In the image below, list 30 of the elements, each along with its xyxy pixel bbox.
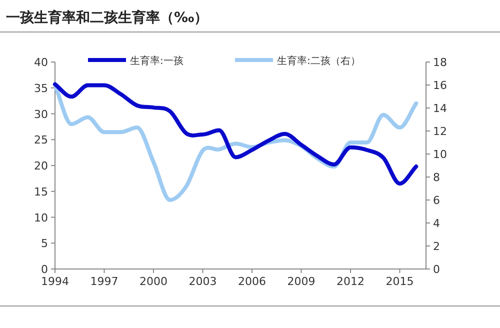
- x-tick-label: 2006: [238, 275, 266, 288]
- y2-tick-label: 10: [433, 148, 447, 161]
- y2-tick-label: 18: [433, 56, 447, 69]
- y-tick-label: 40: [34, 56, 48, 69]
- y-tick-label: 30: [34, 108, 48, 121]
- y-tick-label: 35: [34, 82, 48, 95]
- y2-tick-label: 14: [433, 102, 447, 115]
- x-tick-label: 2009: [287, 275, 316, 288]
- x-tick-label: 2000: [139, 275, 168, 288]
- y-tick-label: 10: [34, 211, 48, 224]
- y-tick-label: 15: [34, 185, 48, 198]
- x-tick-label: 1994: [41, 275, 69, 288]
- x-tick-label: 2012: [336, 275, 364, 288]
- x-tick-label: 2015: [386, 275, 414, 288]
- y-tick-label: 5: [41, 237, 48, 250]
- legend-label: 生育率:一孩: [130, 55, 184, 67]
- y2-tick-label: 2: [433, 240, 440, 253]
- y2-tick-label: 16: [433, 79, 447, 92]
- legend-label: 生育率:二孩（右）: [277, 55, 360, 67]
- y2-tick-label: 0: [433, 263, 440, 276]
- y2-tick-label: 8: [433, 171, 440, 184]
- y2-tick-label: 4: [433, 217, 440, 230]
- y-tick-label: 20: [34, 160, 48, 172]
- x-tick-label: 1997: [90, 275, 118, 288]
- y2-tick-label: 6: [433, 194, 440, 207]
- chart-title: 一孩生育率和二孩生育率（‰）: [6, 9, 208, 26]
- y-tick-label: 0: [41, 263, 48, 276]
- x-tick-label: 2003: [188, 275, 217, 288]
- y2-tick-label: 12: [433, 125, 447, 138]
- y-tick-label: 25: [34, 134, 48, 147]
